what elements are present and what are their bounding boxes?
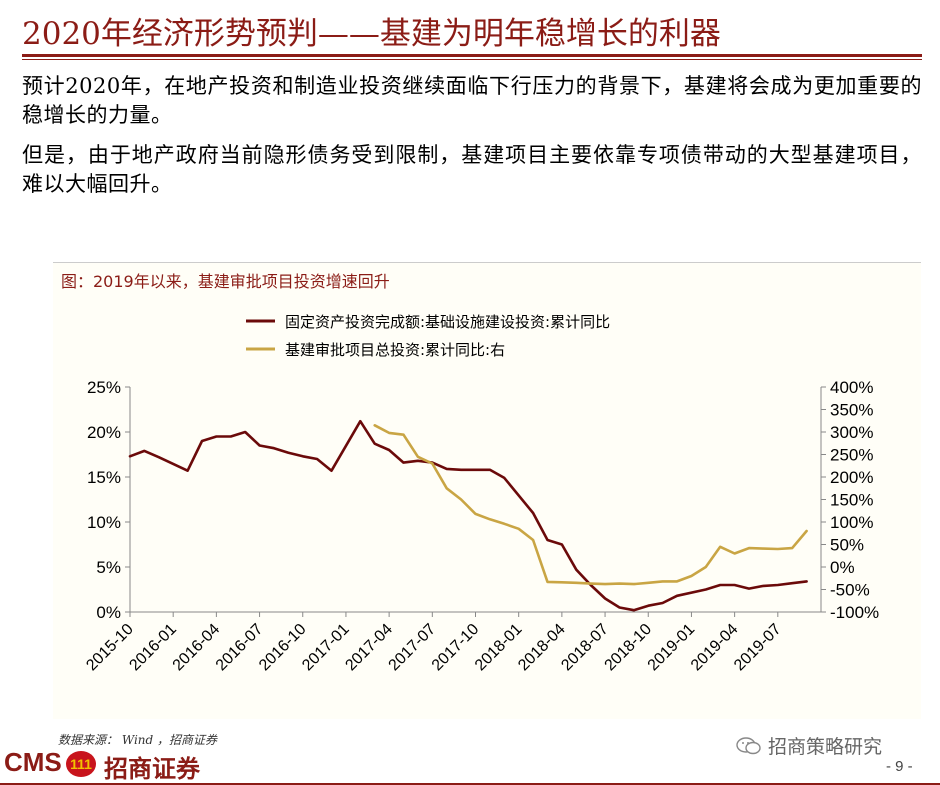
brand-footer: CMS 111 招商证券	[0, 745, 940, 785]
right-tick-label: 350%	[830, 401, 873, 420]
right-tick-label: 50%	[830, 536, 864, 555]
x-tick-label: 2017-01	[299, 621, 353, 675]
page-number: - 9 -	[886, 758, 913, 775]
left-tick-label: 25%	[87, 378, 121, 397]
x-tick-label: 2017-04	[342, 621, 396, 675]
brand-logo-icon: 111	[66, 751, 96, 777]
right-tick-label: 400%	[830, 378, 873, 397]
right-tick-label: 300%	[830, 423, 873, 442]
brand-name: 招商证券	[104, 754, 200, 783]
left-tick-label: 20%	[87, 423, 121, 442]
x-tick-label: 2018-04	[515, 621, 569, 675]
right-tick-label: 0%	[830, 558, 855, 577]
title-rule-thin	[22, 59, 922, 60]
right-tick-label: -100%	[830, 603, 879, 622]
series-line-2	[373, 424, 808, 586]
brand-cms: CMS	[4, 747, 62, 777]
data-source: 数据来源： Wind ，招商证券	[58, 733, 218, 747]
left-tick-label: 10%	[87, 513, 121, 532]
series-layer	[128, 419, 808, 612]
right-tick-label: 250%	[830, 446, 873, 465]
x-tick-label: 2019-07	[731, 621, 785, 675]
title-rule-thick	[22, 54, 922, 57]
legend-label-2: 基建审批项目总投资:累计同比:右	[285, 341, 505, 359]
x-tick-label: 2018-07	[558, 621, 612, 675]
right-tick-label: -50%	[830, 581, 870, 600]
chart-panel: 图：2019年以来，基建审批项目投资增速回升 固定资产投资完成额:基础设施建设投…	[53, 262, 921, 719]
right-tick-label: 150%	[830, 491, 873, 510]
x-tick-label: 2016-01	[126, 621, 180, 675]
x-tick-label: 2018-10	[602, 621, 656, 675]
chart-title: 图：2019年以来，基建审批项目投资增速回升	[61, 272, 390, 291]
x-tick-label: 2018-01	[472, 621, 526, 675]
paragraph-2: 但是，由于地产政府当前隐形债务受到限制，基建项目主要依靠专项债带动的大型基建项目…	[22, 143, 922, 196]
page-title: 2020年经济形势预判——基建为明年稳增长的利器	[22, 16, 721, 52]
x-tick-label: 2016-10	[256, 621, 310, 675]
left-tick-label: 5%	[96, 558, 121, 577]
wechat-name: 招商策略研究	[768, 736, 883, 758]
x-axis: 2015-102016-012016-042016-072016-102017-…	[83, 611, 821, 675]
left-axis: 0% 5% 10% 15% 20% 25%	[87, 378, 131, 622]
right-tick-label: 200%	[830, 468, 873, 487]
paragraph-1: 预计2020年，在地产投资和制造业投资继续面临下行压力的背景下，基建将会成为更加…	[22, 74, 922, 127]
x-tick-label: 2017-07	[386, 621, 440, 675]
x-tick-label: 2017-10	[429, 621, 483, 675]
x-tick-label: 2019-04	[688, 621, 742, 675]
right-tick-label: 100%	[830, 513, 873, 532]
right-axis: -100% -50% 0% 50% 100% 150% 200% 250% 300% 350% 40…	[820, 378, 879, 622]
line-chart: 图：2019年以来，基建审批项目投资增速回升 固定资产投资完成额:基础设施建设投…	[61, 272, 879, 675]
x-tick-label: 2019-01	[645, 621, 699, 675]
legend-label-1: 固定资产投资完成额:基础设施建设投资:累计同比	[285, 313, 610, 331]
x-tick-label: 2016-07	[213, 621, 267, 675]
x-tick-label: 2015-10	[83, 621, 137, 675]
wechat-account: 招商策略研究	[736, 732, 882, 759]
wechat-icon	[736, 737, 761, 755]
left-tick-label: 0%	[96, 603, 121, 622]
x-tick-label: 2016-04	[170, 621, 224, 675]
series-line-1	[128, 419, 808, 612]
left-tick-label: 15%	[87, 468, 121, 487]
